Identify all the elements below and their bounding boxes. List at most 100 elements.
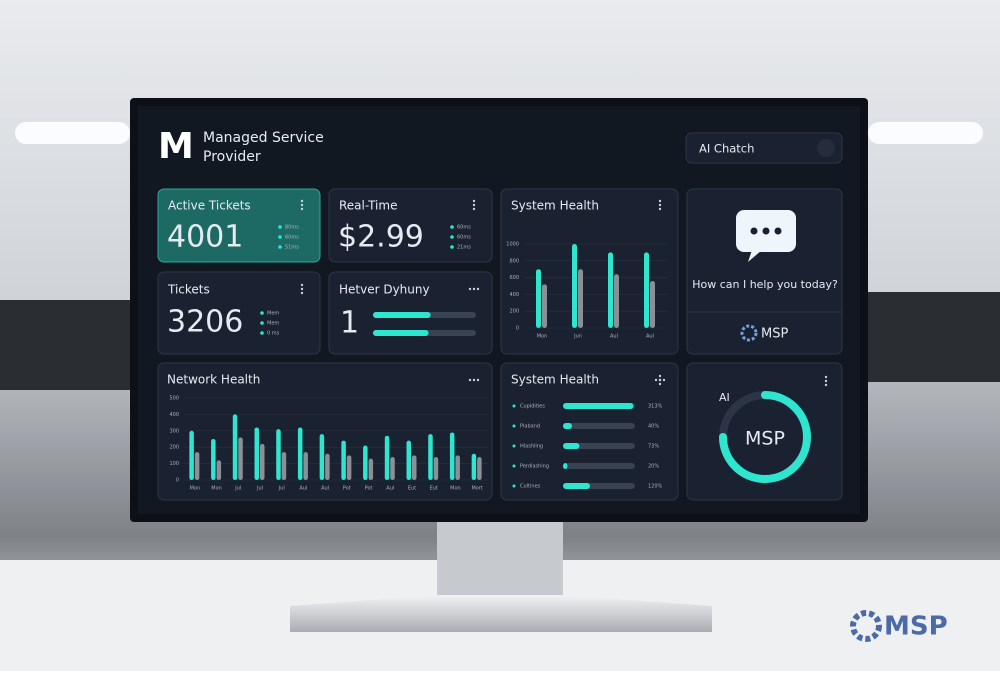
bar <box>254 427 259 480</box>
user-icon[interactable] <box>817 139 835 157</box>
menu-dot <box>824 375 828 379</box>
menu-dot <box>654 378 658 382</box>
search-placeholder: AI Chatch <box>699 142 754 156</box>
value-label: 73% <box>648 444 659 450</box>
menu-dot <box>300 287 304 291</box>
bar <box>608 252 613 328</box>
bar <box>433 457 439 480</box>
bar <box>578 269 583 328</box>
menu-dot <box>658 207 662 211</box>
x-tick-label: Aul <box>299 486 307 492</box>
menu-dot <box>300 203 304 207</box>
x-tick-label: Mort <box>471 486 482 492</box>
progress-bar <box>373 312 431 318</box>
x-tick-label: Eut <box>408 486 416 492</box>
x-tick-label: Pot <box>365 486 373 492</box>
bar-label: Plaband <box>520 424 540 430</box>
bar <box>614 274 619 328</box>
chat-prompt: How can I help you today? <box>692 278 838 291</box>
card[interactable] <box>157 271 321 355</box>
legend-dot <box>450 225 454 229</box>
menu-dot <box>824 379 828 383</box>
legend-label: Mem <box>267 311 279 317</box>
bar <box>563 443 580 449</box>
y-tick-label: 200 <box>509 309 519 315</box>
bar <box>644 252 649 328</box>
x-tick-label: Aul <box>321 486 329 492</box>
card[interactable] <box>686 188 843 355</box>
bar <box>368 458 374 480</box>
y-tick-label: 800 <box>509 258 519 264</box>
bar-track <box>563 423 635 429</box>
card-title: Tickets <box>167 283 210 297</box>
value-label: 120% <box>648 484 663 490</box>
y-tick-label: 200 <box>169 445 179 451</box>
bar <box>390 457 395 480</box>
background-monitor <box>868 292 1000 382</box>
bar <box>477 457 482 480</box>
value-label: 40% <box>648 424 659 430</box>
x-tick-label: Mon <box>450 486 461 492</box>
x-tick-label: Aul <box>610 334 618 340</box>
bar <box>412 455 417 480</box>
x-tick-label: Jul <box>234 486 241 492</box>
y-tick-label: 0 <box>516 326 519 332</box>
card-value: 4001 <box>167 220 243 255</box>
legend-dot <box>450 245 454 249</box>
x-tick-label: Mon <box>190 486 201 492</box>
x-tick-label: Mon <box>211 486 222 492</box>
card-title: Network Health <box>167 373 260 387</box>
menu-dot <box>472 203 476 207</box>
chat-dot <box>750 227 758 235</box>
search-box[interactable] <box>685 132 843 164</box>
x-tick-label: Jun <box>573 334 582 340</box>
card[interactable] <box>686 362 843 501</box>
app-title: Provider <box>203 149 261 165</box>
bar <box>194 452 200 480</box>
bar <box>319 434 325 480</box>
legend-dot <box>450 235 454 239</box>
bar-label: Cupidities <box>520 404 545 410</box>
gauge-center: MSP <box>745 428 785 450</box>
menu-dot <box>662 378 666 382</box>
bar <box>216 460 222 480</box>
card-value: 1 <box>340 306 359 341</box>
menu-dot <box>824 383 828 387</box>
x-tick-label: Mon <box>537 334 548 340</box>
y-tick-label: 600 <box>509 275 519 281</box>
menu-dot <box>472 378 476 382</box>
card[interactable] <box>157 188 321 263</box>
legend-dot <box>260 331 264 335</box>
bar <box>536 269 541 328</box>
menu-dot <box>476 378 480 382</box>
app-title: Managed Service <box>203 130 324 146</box>
bar-track <box>563 463 635 469</box>
logo: M <box>158 126 194 167</box>
y-tick-label: 400 <box>169 412 179 418</box>
menu-dot <box>468 378 472 382</box>
x-tick-label: Eut <box>430 486 438 492</box>
bar <box>276 429 281 480</box>
value-label: 20% <box>648 464 659 470</box>
card[interactable] <box>500 188 679 355</box>
card-value: $2.99 <box>338 220 424 255</box>
card-title: System Health <box>511 373 599 387</box>
bullet <box>512 424 516 428</box>
gauge-arc <box>719 391 811 483</box>
y-tick-label: 1000 <box>506 242 519 248</box>
bullet <box>512 404 516 408</box>
bar <box>232 414 238 480</box>
menu-dot <box>468 287 472 291</box>
bar <box>563 483 590 489</box>
y-tick-label: 100 <box>169 461 179 467</box>
x-tick-label: Aul <box>646 334 654 340</box>
chat-dot <box>762 227 770 235</box>
x-tick-label: Pot <box>343 486 351 492</box>
bar <box>260 443 265 480</box>
card[interactable] <box>328 188 493 263</box>
bar <box>455 455 460 480</box>
y-tick-label: 300 <box>169 428 179 434</box>
legend-label: 0 ms <box>267 331 280 337</box>
menu-dot <box>472 207 476 211</box>
